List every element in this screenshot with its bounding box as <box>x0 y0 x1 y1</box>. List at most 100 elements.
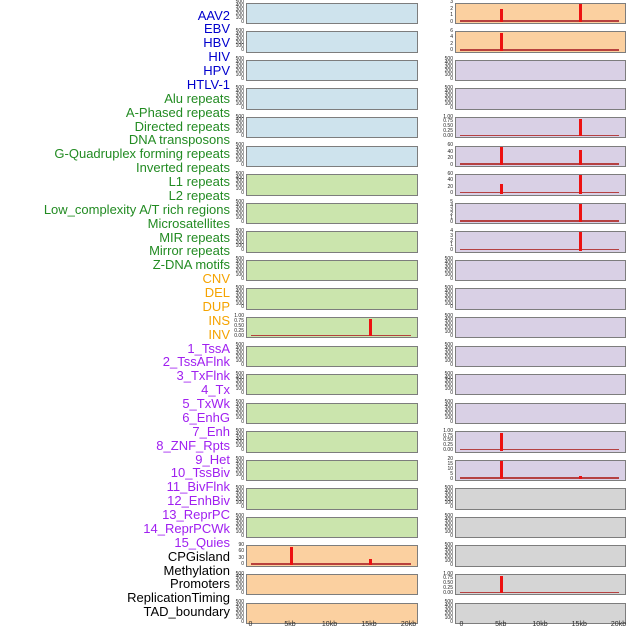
y-axis-ticks: 500 400 300 200 100 0 <box>224 114 244 139</box>
y-tick-label: 100 <box>235 214 244 221</box>
y-axis-ticks: 500 400 300 200 100 0 <box>224 200 244 224</box>
y-tick-label: 400 <box>444 488 453 495</box>
y-axis-ticks: 500 400 300 200 100 0 <box>224 571 244 597</box>
y-tick-label: 400 <box>444 517 453 524</box>
y-tick-label: 1.00 <box>443 570 453 577</box>
track-label-ebv: EBV <box>203 21 230 37</box>
profile-panel-right-row14 <box>455 374 626 396</box>
profile-panel-left-row2 <box>246 31 418 53</box>
y-tick-label: 0 <box>241 561 244 568</box>
track-label-mirror-repeats: Mirror repeats <box>149 243 230 259</box>
y-tick-label: 300 <box>444 264 453 271</box>
x-axis-tick-label: 5kb <box>284 620 296 628</box>
y-tick-label: 300 <box>235 521 244 528</box>
x-axis-tick-label: 15kb <box>361 620 377 628</box>
y-tick-label: 400 <box>235 288 244 295</box>
signal-spike <box>500 432 504 451</box>
y-tick-label: 300 <box>235 35 244 42</box>
y-axis-ticks: 500 400 300 200 100 0 <box>224 28 244 53</box>
signal-spike <box>500 8 504 23</box>
x-axis-tick-label: 10kb <box>321 620 338 628</box>
track-label-inverted-repeats: Inverted repeats <box>136 160 230 176</box>
track-label-hiv: HIV <box>208 49 230 65</box>
y-tick-label: 500 <box>444 370 453 377</box>
y-tick-label: 200 <box>235 353 244 360</box>
y-axis-ticks: 500 400 300 200 100 0 <box>433 314 453 338</box>
y-tick-label: 0 <box>241 618 244 625</box>
y-tick-label: 300 <box>235 7 244 14</box>
y-tick-label: 3 <box>450 232 453 239</box>
y-axis-ticks: 500 400 300 200 100 0 <box>433 86 453 110</box>
y-tick-label: 0.00 <box>234 332 244 339</box>
y-tick-label: 300 <box>444 606 453 613</box>
profile-panel-right-row8 <box>455 202 626 225</box>
profile-panel-right-row22 <box>455 602 626 624</box>
y-axis-ticks: 500 400 300 200 100 0 <box>224 86 244 111</box>
y-tick-label: 100 <box>235 529 244 536</box>
y-tick-label: 500 <box>235 399 244 406</box>
profile-panel-right-row18 <box>455 488 626 510</box>
track-label-3-txflnk: 3_TxFlnk <box>176 368 230 384</box>
signal-spike <box>289 546 293 565</box>
y-tick-label: 300 <box>235 406 244 413</box>
profile-panel-right-row12 <box>455 316 626 339</box>
y-axis-ticks: 1.00 0.75 0.50 0.25 0.00 <box>433 570 453 596</box>
y-tick-label: 200 <box>444 68 453 75</box>
y-tick-label: 100 <box>444 529 453 536</box>
y-tick-label: 300 <box>235 235 244 242</box>
y-tick-label: 500 <box>235 56 244 63</box>
y-axis-ticks: 60 40 20 0 <box>433 171 453 196</box>
y-tick-label: 400 <box>235 574 244 581</box>
y-tick-label: 0 <box>450 218 453 225</box>
y-tick-label: 400 <box>444 403 453 410</box>
y-tick-label: 300 <box>444 321 453 328</box>
profile-panel-left-row8 <box>246 202 418 225</box>
y-tick-label: 100 <box>444 72 453 79</box>
y-tick-label: 0 <box>241 361 244 368</box>
y-tick-label: 5 <box>450 199 453 206</box>
y-tick-label: 300 <box>235 435 244 442</box>
y-tick-label: 0.50 <box>234 323 244 330</box>
y-tick-label: 100 <box>235 614 244 621</box>
y-tick-label: 0 <box>241 104 244 111</box>
profile-panel-right-row2 <box>455 31 626 53</box>
y-tick-label: 300 <box>235 492 244 499</box>
track-label-10-tssbiv: 10_TssBiv <box>170 465 230 481</box>
y-tick-label: 300 <box>235 292 244 299</box>
y-tick-label: 1.00 <box>443 113 453 120</box>
signal-baseline <box>460 220 619 222</box>
y-tick-label: 0 <box>241 190 244 197</box>
signal-baseline <box>460 48 619 51</box>
track-label-htlv-1: HTLV-1 <box>186 76 230 92</box>
x-axis-tick-label: 0 <box>248 620 253 628</box>
y-tick-label: 200 <box>235 210 244 217</box>
y-tick-label: 400 <box>235 488 244 495</box>
profile-panel-right-row9 <box>455 231 626 253</box>
y-axis-ticks: 500 400 300 200 100 0 <box>224 399 244 424</box>
y-tick-label: 300 <box>235 149 244 156</box>
y-tick-label: 300 <box>444 92 453 99</box>
y-axis-ticks: 500 400 300 200 100 0 <box>433 370 453 396</box>
y-tick-label: 0 <box>450 475 453 482</box>
y-tick-label: 60 <box>238 548 244 555</box>
y-tick-label: 400 <box>235 146 244 153</box>
y-axis-ticks: 500 400 300 200 100 0 <box>224 343 244 368</box>
y-axis-ticks: 500 400 300 200 100 0 <box>433 400 453 424</box>
y-tick-label: 200 <box>235 582 244 589</box>
y-tick-label: 0 <box>241 504 244 511</box>
y-tick-label: 200 <box>444 610 453 617</box>
track-labels: AAV2 EBV HBV HIV HPV HTLV-1 Alu repeats A-Phase… <box>0 8 230 620</box>
y-tick-label: 40 <box>447 177 453 184</box>
y-tick-label: 0 <box>241 590 244 597</box>
track-label-directed-repeats: Directed repeats <box>134 118 230 134</box>
y-tick-label: 300 <box>235 64 244 71</box>
track-label-12-enhbiv: 12_EnhBiv <box>167 493 230 509</box>
y-tick-label: 0 <box>241 447 244 454</box>
y-tick-label: 0 <box>450 275 453 282</box>
y-axis-ticks: 1.00 0.75 0.50 0.25 0.00 <box>433 113 453 139</box>
track-label-1-tssa: 1_TssA <box>187 340 230 356</box>
y-tick-label: 500 <box>444 513 453 520</box>
y-axis-ticks: 500 400 300 200 100 0 <box>224 257 244 281</box>
profile-panel-right-row6 <box>455 145 626 167</box>
